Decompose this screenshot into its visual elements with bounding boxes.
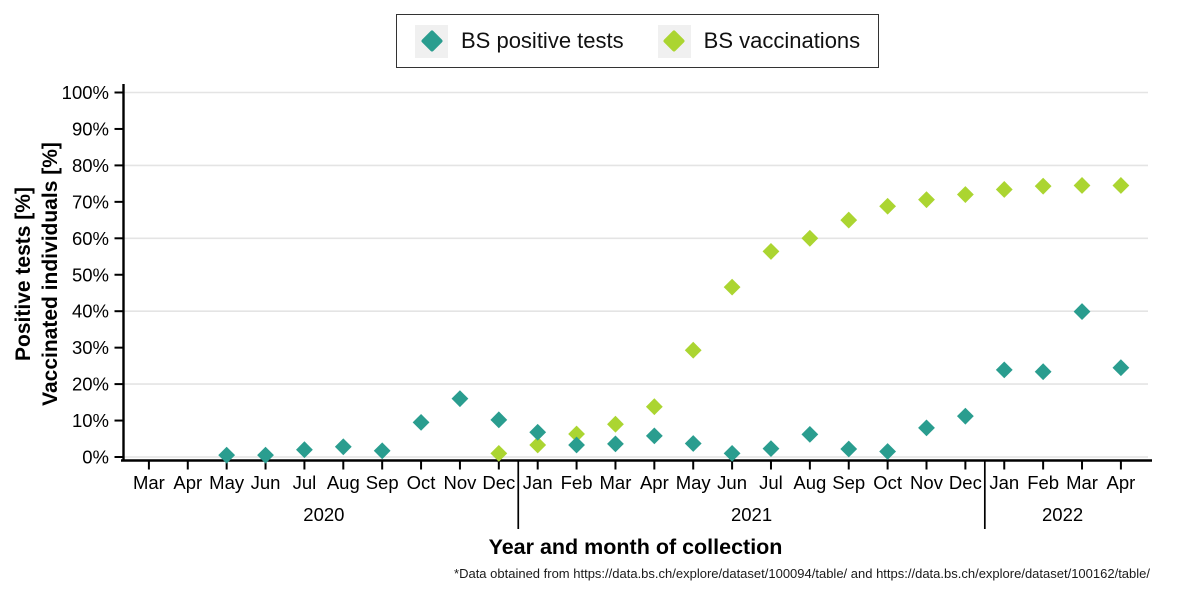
legend-label: BS positive tests (461, 28, 624, 53)
x-tick-label: Dec (949, 472, 982, 493)
y-tick-label: 70% (72, 191, 109, 212)
x-tick-label: Sep (366, 472, 399, 493)
x-tick-label: Apr (173, 472, 202, 493)
y-tick-label: 100% (62, 82, 109, 103)
x-tick-label: Dec (482, 472, 515, 493)
legend-item-positive-tests: BS positive tests (415, 24, 624, 58)
data-point-bs-vaccinations (568, 425, 585, 443)
year-label: 2020 (303, 504, 344, 525)
y-axis-title-wrap: Positive tests [%] Vaccinated individual… (10, 88, 66, 460)
x-tick-label: Apr (640, 472, 669, 493)
x-tick-label: Feb (1027, 472, 1059, 493)
y-tick-label: 60% (72, 228, 109, 249)
x-tick-label: May (209, 472, 245, 493)
data-point-bs-vaccinations (995, 181, 1013, 198)
data-point-bs-positive-tests (1112, 359, 1130, 377)
data-point-bs-vaccinations (529, 436, 547, 454)
x-tick-label: Oct (873, 472, 902, 493)
x-tick-label: Jun (251, 472, 281, 493)
data-point-bs-positive-tests (645, 427, 663, 445)
y-tick-label: 40% (72, 301, 109, 322)
data-point-bs-vaccinations (879, 197, 897, 215)
x-tick-label: Mar (133, 472, 165, 493)
data-point-bs-positive-tests (373, 442, 391, 460)
data-point-bs-vaccinations (1073, 177, 1091, 194)
x-tick-label: Mar (600, 472, 632, 493)
data-point-bs-vaccinations (918, 191, 935, 209)
data-point-bs-positive-tests (218, 446, 236, 464)
legend-key (657, 24, 691, 58)
data-point-bs-vaccinations (1034, 177, 1052, 195)
data-point-bs-vaccinations (762, 243, 780, 260)
data-point-bs-positive-tests (296, 441, 313, 459)
x-tick-label: May (676, 472, 712, 493)
legend-item-vaccinations: BS vaccinations (657, 24, 861, 58)
diamond-marker-icon (662, 29, 686, 53)
data-point-bs-vaccinations (840, 211, 858, 229)
data-point-bs-positive-tests (995, 361, 1013, 379)
data-point-bs-positive-tests (334, 438, 352, 456)
data-point-bs-positive-tests (956, 407, 974, 425)
y-tick-label: 80% (72, 155, 109, 176)
x-tick-label: Jun (717, 472, 747, 493)
data-point-bs-vaccinations (723, 278, 741, 296)
x-tick-label: Aug (793, 472, 826, 493)
data-point-bs-positive-tests (490, 411, 508, 429)
data-point-bs-positive-tests (1073, 303, 1091, 320)
x-tick-label: Feb (561, 472, 593, 493)
x-tick-label: Sep (832, 472, 865, 493)
y-tick-label: 50% (72, 264, 109, 285)
data-point-bs-vaccinations (956, 186, 974, 203)
legend-label: BS vaccinations (703, 28, 861, 53)
data-point-bs-positive-tests (529, 423, 547, 441)
legend-key (415, 24, 448, 58)
x-tick-label: Nov (910, 472, 944, 493)
y-tick-label: 30% (72, 337, 109, 358)
data-point-bs-positive-tests (257, 446, 274, 464)
data-point-bs-vaccinations (801, 229, 819, 247)
data-point-bs-vaccinations (684, 341, 702, 359)
data-point-bs-positive-tests (801, 426, 819, 443)
y-tick-label: 0% (82, 447, 109, 468)
data-point-bs-positive-tests (412, 413, 430, 431)
x-tick-label: Jul (293, 472, 317, 493)
y-tick-label: 10% (72, 410, 109, 431)
y-axis-title: Positive tests [%] Vaccinated individual… (10, 88, 66, 460)
data-point-bs-vaccinations (645, 398, 663, 416)
year-label: 2021 (731, 504, 772, 525)
data-point-bs-positive-tests (451, 390, 469, 408)
year-label: 2022 (1042, 504, 1083, 525)
x-tick-label: Nov (443, 472, 477, 493)
data-point-bs-positive-tests (568, 436, 585, 454)
x-tick-label: Mar (1066, 472, 1098, 493)
y-axis-title-line1: Positive tests [%] (12, 187, 35, 361)
x-tick-label: Aug (327, 472, 360, 493)
x-tick-label: Jul (759, 472, 783, 493)
y-axis-title-line2: Vaccinated individuals [%] (39, 142, 62, 406)
diamond-marker-icon (420, 29, 443, 53)
data-point-bs-positive-tests (840, 440, 858, 458)
data-point-bs-positive-tests (607, 435, 624, 453)
y-tick-label: 90% (72, 118, 109, 139)
legend: BS positive tests BS vaccinations (396, 14, 880, 68)
x-tick-label: Apr (1107, 472, 1136, 493)
data-point-bs-positive-tests (762, 440, 780, 458)
data-point-bs-positive-tests (1034, 363, 1052, 381)
data-point-bs-vaccinations (1112, 177, 1130, 194)
data-point-bs-positive-tests (723, 444, 741, 462)
x-tick-label: Jan (989, 472, 1019, 493)
y-tick-label: 20% (72, 374, 109, 395)
data-point-bs-positive-tests (879, 443, 897, 460)
data-point-bs-positive-tests (684, 435, 702, 452)
x-tick-label: Jan (523, 472, 553, 493)
data-point-bs-vaccinations (607, 415, 624, 433)
x-tick-label: Oct (407, 472, 436, 493)
data-point-bs-vaccinations (490, 444, 508, 462)
data-point-bs-positive-tests (918, 419, 935, 437)
x-axis-title: Year and month of collection (488, 535, 783, 559)
footnote: *Data obtained from https://data.bs.ch/e… (454, 566, 1150, 581)
